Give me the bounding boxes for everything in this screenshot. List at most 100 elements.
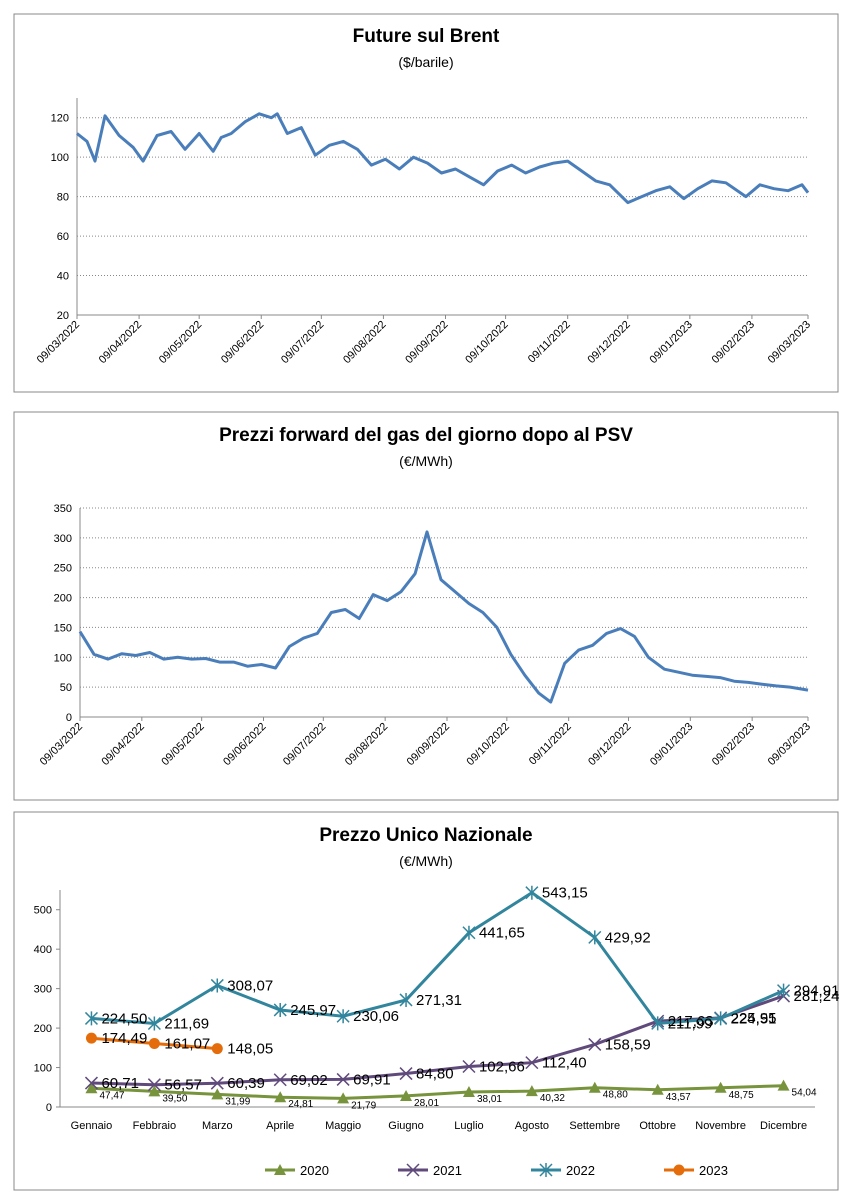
y-tick-label: 120 — [51, 113, 69, 125]
data-label: 40,32 — [540, 1093, 565, 1104]
marker — [337, 1092, 350, 1104]
marker — [777, 983, 791, 998]
data-label: 69,02 — [290, 1072, 328, 1089]
marker — [777, 1079, 790, 1091]
data-label: 84,80 — [416, 1066, 454, 1083]
marker — [147, 1016, 161, 1031]
marker — [525, 885, 539, 900]
marker — [148, 1037, 160, 1049]
data-label: 211,99 — [668, 1015, 713, 1032]
data-label: 56,57 — [164, 1077, 202, 1094]
chart-subtitle: (€/MWh) — [399, 453, 453, 469]
data-label: 24,81 — [288, 1099, 313, 1110]
x-tick-label: Giugno — [388, 1120, 423, 1132]
x-tick-label: Aprile — [266, 1120, 294, 1132]
x-tick-label: Gennaio — [71, 1120, 113, 1132]
data-label: 225,95 — [731, 1010, 777, 1027]
x-tick-label: Maggio — [325, 1120, 361, 1132]
chart-panel — [13, 13, 839, 393]
marker — [400, 1089, 413, 1101]
chart-panel — [13, 811, 839, 1191]
series-line — [91, 1084, 784, 1100]
chart-title: Prezzo Unico Nazionale — [319, 825, 532, 846]
data-label: 43,57 — [666, 1092, 691, 1103]
y-tick-label: 60 — [57, 231, 69, 243]
marker — [336, 1072, 350, 1086]
marker — [406, 1163, 420, 1177]
data-label: 48,75 — [729, 1090, 754, 1101]
series-line — [91, 994, 784, 1087]
marker — [147, 1078, 161, 1092]
y-tick-label: 500 — [34, 905, 52, 917]
x-tick-label: Febbraio — [133, 1120, 176, 1132]
chart-panel — [13, 411, 839, 801]
data-label: 39,50 — [162, 1093, 187, 1104]
marker — [336, 1009, 350, 1024]
marker — [84, 1011, 98, 1026]
marker — [462, 1059, 476, 1074]
data-label: 31,99 — [225, 1096, 250, 1107]
marker — [462, 1086, 475, 1098]
data-label: 28,01 — [414, 1098, 439, 1109]
data-label: 69,91 — [353, 1071, 391, 1088]
marker — [274, 1164, 286, 1175]
marker — [274, 1091, 287, 1103]
marker — [273, 1002, 287, 1017]
y-tick-label: 350 — [54, 503, 72, 515]
data-label: 441,65 — [479, 925, 525, 942]
data-label: 21,79 — [351, 1100, 376, 1111]
x-tick-label: Dicembre — [760, 1120, 807, 1132]
legend-label: 2023 — [699, 1163, 728, 1178]
y-tick-label: 0 — [66, 712, 72, 724]
data-label: 230,06 — [353, 1008, 399, 1025]
y-tick-label: 40 — [57, 271, 69, 283]
data-label: 112,40 — [542, 1055, 587, 1072]
y-tick-label: 50 — [60, 682, 72, 694]
marker — [651, 1016, 665, 1031]
data-label: 224,50 — [101, 1010, 147, 1027]
marker — [85, 1082, 98, 1094]
marker — [525, 1085, 538, 1097]
marker — [525, 1056, 539, 1070]
data-label: 38,01 — [477, 1094, 502, 1105]
y-tick-label: 200 — [54, 593, 72, 605]
marker — [210, 1076, 224, 1090]
data-label: 48,80 — [603, 1090, 628, 1101]
data-label: 158,59 — [605, 1036, 651, 1053]
series-line — [91, 890, 785, 1026]
legend-label: 2022 — [566, 1163, 595, 1178]
data-label: 60,71 — [101, 1075, 139, 1092]
data-label: 245,97 — [290, 1002, 336, 1019]
marker — [588, 930, 602, 945]
data-label: 281,24 — [794, 988, 840, 1005]
data-label: 60,39 — [227, 1075, 265, 1092]
marker — [714, 1011, 728, 1026]
y-tick-label: 150 — [54, 622, 72, 634]
marker — [148, 1085, 161, 1097]
data-label: 211,69 — [164, 1015, 209, 1032]
x-tick-label: Marzo — [202, 1120, 233, 1132]
y-tick-label: 100 — [54, 652, 72, 664]
marker — [210, 978, 224, 993]
x-tick-label: Agosto — [515, 1120, 549, 1132]
marker — [85, 1032, 97, 1044]
y-tick-label: 250 — [54, 563, 72, 575]
marker — [211, 1043, 223, 1055]
chart-subtitle: ($/barile) — [398, 54, 453, 70]
data-label: 47,47 — [99, 1090, 124, 1101]
data-line — [76, 112, 810, 205]
data-label: 294,91 — [794, 983, 840, 1000]
marker — [273, 1073, 287, 1087]
y-tick-label: 80 — [57, 192, 69, 204]
marker — [399, 992, 413, 1007]
marker — [588, 1037, 602, 1051]
data-label: 54,04 — [792, 1088, 817, 1099]
x-tick-label: Ottobre — [639, 1120, 676, 1132]
data-label: 148,05 — [227, 1041, 273, 1058]
y-tick-label: 100 — [51, 152, 69, 164]
y-tick-label: 200 — [34, 1023, 52, 1035]
chart-subtitle: (€/MWh) — [399, 853, 453, 869]
y-tick-label: 400 — [34, 944, 52, 956]
marker — [211, 1088, 224, 1100]
